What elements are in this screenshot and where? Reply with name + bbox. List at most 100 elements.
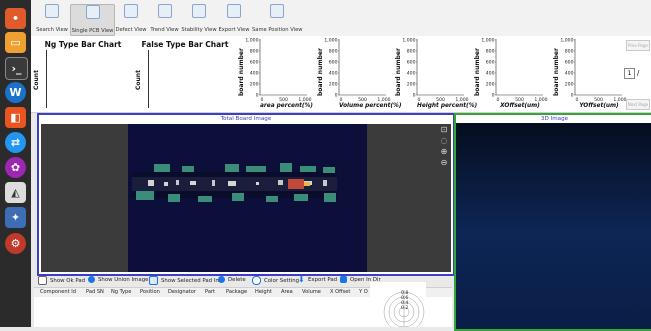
scatter-chart: 1,000 800 600 400 200 0 0 500 1,000 board number H… [393, 36, 477, 112]
view-toolbar: Search View Single PCB View Defect View … [31, 0, 651, 37]
y-axis-label: board number [238, 48, 245, 96]
single-pcb-view-button[interactable]: Single PCB View [70, 4, 115, 36]
zoom-in-icon[interactable]: ⊕ [440, 147, 448, 156]
col-y-offset[interactable]: Y O [359, 289, 368, 295]
panel-title: 3D Image [456, 115, 651, 123]
y-tick-label: 800 [565, 49, 574, 55]
monitor-icon[interactable]: ◭ [5, 182, 26, 203]
y-tick-label: 400 [486, 71, 495, 77]
app-orange-icon[interactable]: ◧ [5, 107, 26, 128]
x-tick-label: 1,000 [377, 97, 390, 103]
col-height[interactable]: Height [255, 289, 272, 295]
y-tick-label: 200 [329, 82, 338, 88]
y-tick-label: 400 [565, 71, 574, 77]
board-viewport[interactable]: ⊡ ◌ ⊕ ⊖ [41, 124, 451, 272]
search-view-button[interactable]: Search View [35, 4, 69, 34]
y-axis [46, 50, 47, 108]
defect-icon [124, 4, 138, 18]
pcb-board-image [132, 163, 337, 202]
export-view-button[interactable]: Export View [217, 4, 251, 34]
scatter-plot: 1,000 800 600 400 200 00 500 1,000 [324, 38, 390, 103]
x-tick-label: 0 [576, 97, 579, 103]
y-tick-label: 600 [329, 60, 338, 66]
fit-view-icon[interactable]: ⊡ [440, 125, 448, 134]
checkbox-icon [38, 276, 47, 285]
pcb-canvas[interactable] [128, 124, 367, 272]
next-page-button[interactable]: Next Page [626, 99, 650, 110]
export-icon [227, 4, 241, 18]
x-tick-label: 1,000 [455, 97, 468, 103]
defect-view-button[interactable]: Defect View [114, 4, 148, 34]
zoom-out-icon[interactable]: ⊖ [440, 158, 448, 167]
col-ng-type[interactable]: Ng Type [111, 289, 132, 295]
settings-icon[interactable]: ⚙ [5, 233, 26, 254]
pcb-icon [85, 5, 100, 19]
export-pad-button[interactable]: ⬇ Export Pad [298, 275, 338, 284]
col-volume[interactable]: Volume [302, 289, 321, 295]
y-tick-label: 200 [250, 82, 259, 88]
app-dot-icon[interactable]: • [5, 8, 26, 29]
scatter-chart: 1,000 800 600 400 200 0 0 500 1,000 board number a… [236, 36, 313, 112]
teamviewer-icon[interactable]: ⇄ [5, 132, 26, 153]
total-board-panel: Total Board Image [37, 113, 455, 276]
x-axis-label: YOffset(um) [579, 103, 619, 109]
filter-icon [192, 4, 206, 18]
download-icon: ⬇ [298, 275, 305, 284]
col-x-offset[interactable]: X Offset [330, 289, 351, 295]
x-axis-label: Volume percent(%) [339, 103, 402, 109]
stability-view-button[interactable]: Stability View [181, 4, 217, 34]
count-axis-label: Count [33, 70, 40, 90]
radar-tick: 0.4 [401, 300, 408, 306]
delete-icon [218, 276, 225, 283]
zoom-fit-icon[interactable]: ◌ [440, 136, 448, 145]
page-separator: / [637, 69, 640, 77]
x-axis-label: XOffset(um) [500, 103, 540, 109]
col-pad-sn[interactable]: Pad SN [86, 289, 104, 295]
y-tick-label: 600 [407, 60, 416, 66]
x-tick-label: 0 [261, 97, 264, 103]
trend-view-button[interactable]: Trend View [148, 4, 181, 34]
col-package[interactable]: Package [226, 289, 248, 295]
col-position[interactable]: Position [140, 289, 160, 295]
x-tick-label: 500 [436, 97, 445, 103]
folder-icon [340, 276, 347, 283]
terminal-icon[interactable]: ›_ [5, 57, 28, 80]
show-ok-pad-checkbox[interactable]: Show Ok Pad [38, 276, 85, 285]
y-tick-label: 400 [250, 71, 259, 77]
open-in-dir-button[interactable]: Open In Dir [340, 276, 381, 283]
scatter-chart: 1,000 800 600 400 200 0 0 500 1,000 board number Y… [551, 36, 627, 112]
x-tick-label: 1,000 [613, 97, 626, 103]
scatter-plot: 1,000 800 600 400 200 00 500 1,000 [481, 38, 547, 103]
radar-rings: 0.2 0.4 0.6 0.8 [383, 290, 425, 331]
app-blue-icon[interactable]: ✦ [5, 207, 26, 228]
same-position-view-button[interactable]: Same Position View [252, 4, 303, 34]
y-tick-label: 400 [407, 71, 416, 77]
x-axis-label: area percent(%) [260, 103, 313, 109]
color-setting-button[interactable]: Color Setting [252, 276, 299, 285]
files-icon[interactable]: ▭ [5, 32, 26, 53]
show-selected-pad-info-toggle[interactable]: Show Selected Pad Info [149, 276, 224, 285]
y-tick-label: 200 [565, 82, 574, 88]
y-tick-label: 400 [329, 71, 338, 77]
x-tick-label: 500 [279, 97, 288, 103]
delete-button[interactable]: Delete [218, 276, 246, 283]
y-tick-label: 600 [486, 60, 495, 66]
x-tick-label: 500 [594, 97, 603, 103]
show-union-image-radio[interactable]: Show Union Image [88, 276, 148, 283]
col-part[interactable]: Part [205, 289, 216, 295]
page-controls: Prev Page 1 / Next Page [623, 36, 651, 112]
col-component-id[interactable]: Component Id [40, 289, 76, 295]
page-input[interactable]: 1 [624, 68, 635, 79]
y-tick-label: 200 [486, 82, 495, 88]
wps-icon[interactable]: W [5, 82, 26, 103]
scatter-plot: 1,000 800 600 400 200 00 500 1,000 [402, 38, 468, 103]
y-tick-label: 800 [486, 49, 495, 55]
ng-type-bar-chart: Ng Type Bar Chart Count [33, 36, 133, 112]
panel-title: Total Board Image [220, 116, 272, 122]
col-area[interactable]: Area [281, 289, 293, 295]
radar-tick: 0.6 [401, 295, 408, 301]
prev-page-button[interactable]: Prev Page [626, 40, 650, 51]
col-designator[interactable]: Designator [168, 289, 196, 295]
charts-row: Ng Type Bar Chart Count False Type Bar C… [31, 36, 651, 113]
app-purple-icon[interactable]: ✿ [5, 157, 26, 178]
